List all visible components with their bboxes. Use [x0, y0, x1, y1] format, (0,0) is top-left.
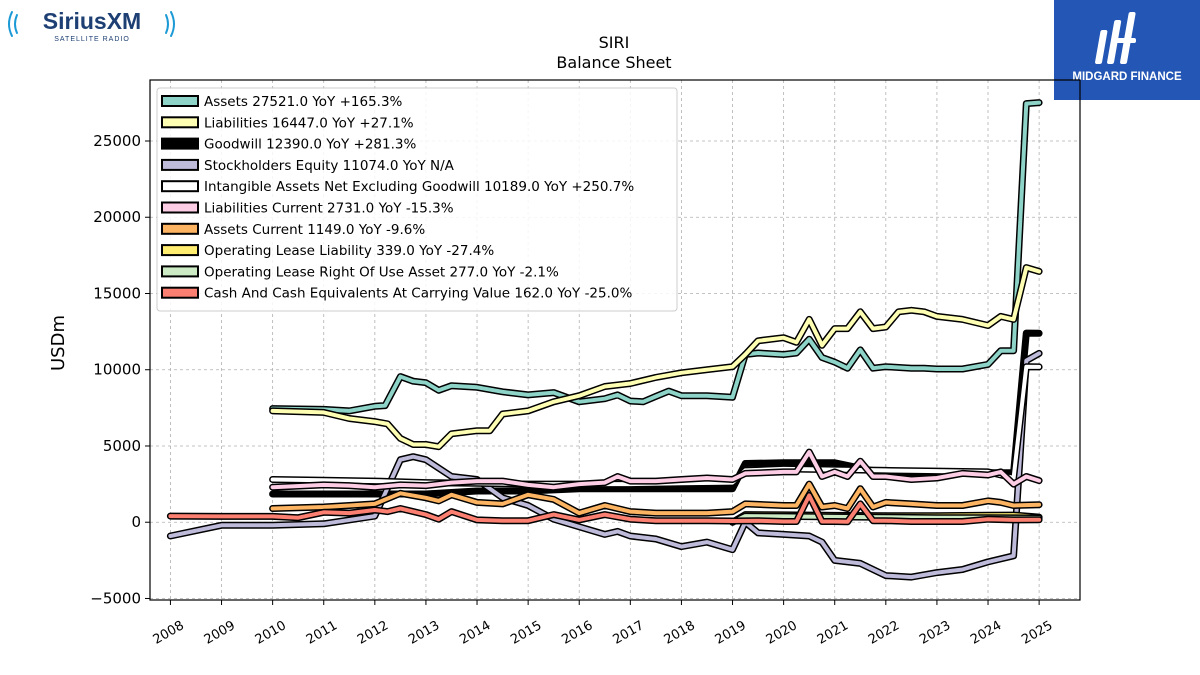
- midgard-finance-logo: MIDGARD FINANCE: [1054, 0, 1200, 100]
- x-tick-label: 2021: [815, 618, 851, 648]
- series-line-fill: [270, 450, 1042, 490]
- legend-entry: Assets 27521.0 YoY +165.3%: [161, 94, 403, 110]
- legend-entry: Operating Lease Liability 339.0 YoY -27.…: [161, 243, 494, 259]
- legend-label: Intangible Assets Net Excluding Goodwill…: [204, 179, 634, 195]
- y-tick-label: 5000: [103, 437, 141, 455]
- legend-entry: Intangible Assets Net Excluding Goodwill…: [161, 179, 634, 195]
- x-tick-label: 2008: [151, 618, 187, 648]
- legend-swatch: [161, 201, 199, 214]
- x-tick-label: 2015: [508, 618, 544, 648]
- legend-swatch: [161, 265, 199, 278]
- legend-swatch: [161, 222, 199, 235]
- legend-entry: Stockholders Equity 11074.0 YoY N/A: [161, 158, 455, 174]
- x-tick-label: 2019: [713, 618, 749, 648]
- series-line: [269, 448, 1043, 491]
- legend-entry: Liabilities 16447.0 YoY +27.1%: [161, 115, 414, 131]
- legend-label: Cash And Cash Equivalents At Carrying Va…: [204, 286, 632, 302]
- siriusxm-wordmark: SiriusXM: [43, 8, 141, 34]
- series-line-fill: [168, 351, 1042, 580]
- y-tick-label: 15000: [93, 284, 141, 302]
- x-tick-label: 2017: [610, 618, 646, 648]
- series-line: [166, 349, 1043, 581]
- legend-entry: Assets Current 1149.0 YoY -9.6%: [161, 222, 425, 238]
- series-line-fill: [168, 493, 1042, 524]
- x-tick-label: 2025: [1019, 618, 1055, 648]
- chart-subtitle: Balance Sheet: [556, 53, 671, 72]
- legend-label: Assets 27521.0 YoY +165.3%: [204, 94, 403, 110]
- series-line: [269, 480, 1043, 517]
- chart-title: SIRI: [599, 33, 630, 52]
- legend-swatch: [161, 180, 199, 193]
- legend-label: Assets Current 1149.0 YoY -9.6%: [204, 222, 425, 238]
- x-tick-label: 2011: [304, 618, 340, 648]
- siriusxm-logo: SiriusXM SATELLITE RADIO: [8, 8, 175, 43]
- x-tick-label: 2020: [764, 618, 800, 648]
- legend-swatch: [161, 158, 199, 171]
- midgard-finance-wordmark: MIDGARD FINANCE: [1072, 71, 1182, 83]
- series-line: [269, 264, 1043, 451]
- y-tick-label: 25000: [93, 132, 141, 150]
- x-tick-label: 2014: [457, 618, 493, 648]
- legend-swatch: [161, 244, 199, 257]
- legend: Assets 27521.0 YoY +165.3% Liabilities 16…: [156, 87, 678, 312]
- legend-entry: Cash And Cash Equivalents At Carrying Va…: [161, 286, 632, 302]
- y-axis-label: USDm: [48, 315, 69, 371]
- series-line-fill: [270, 100, 1042, 413]
- x-tick-label: 2018: [662, 618, 698, 648]
- legend-swatch: [161, 95, 199, 107]
- legend-label: Stockholders Equity 11074.0 YoY N/A: [204, 158, 455, 174]
- series-lines: [166, 99, 1043, 581]
- legend-label: Liabilities Current 2731.0 YoY -15.3%: [204, 201, 454, 217]
- legend-label: Operating Lease Right Of Use Asset 277.0…: [204, 264, 559, 280]
- legend-entry: Liabilities Current 2731.0 YoY -15.3%: [161, 201, 454, 217]
- y-tick-label: 0: [131, 513, 141, 531]
- x-tick-label: 2013: [406, 618, 442, 648]
- siriusxm-tagline: SATELLITE RADIO: [54, 36, 130, 43]
- y-tick-label: 10000: [93, 361, 141, 379]
- legend-swatch: [161, 286, 199, 299]
- legend-label: Liabilities 16447.0 YoY +27.1%: [204, 115, 414, 131]
- plot-frame: [149, 79, 1081, 601]
- legend-entry: Operating Lease Right Of Use Asset 277.0…: [161, 264, 559, 280]
- series-line: [166, 492, 1043, 526]
- legend-label: Goodwill 12390.0 YoY +281.3%: [204, 137, 416, 153]
- x-tick-label: 2012: [355, 618, 391, 648]
- legend-label: Operating Lease Liability 339.0 YoY -27.…: [204, 243, 494, 259]
- x-tick-label: 2009: [202, 618, 238, 648]
- series-line-fill: [270, 265, 1042, 449]
- series-line-fill: [270, 482, 1042, 516]
- x-tick-label: 2010: [253, 618, 289, 648]
- x-tick-label: 2022: [866, 618, 902, 648]
- midgard-emblem-icon: MIDGARD FINANCE: [1072, 12, 1182, 83]
- y-tick-label: −5000: [90, 589, 141, 607]
- legend-swatch: [161, 137, 199, 150]
- y-tick-label: 20000: [93, 208, 141, 226]
- legend-swatch: [161, 116, 199, 129]
- x-tick-label: 2016: [559, 618, 595, 648]
- x-tick-label: 2023: [917, 618, 953, 648]
- legend-box: [156, 87, 678, 312]
- series-line: [269, 99, 1043, 415]
- legend-entry: Goodwill 12390.0 YoY +281.3%: [161, 137, 416, 153]
- x-tick-label: 2024: [968, 618, 1004, 648]
